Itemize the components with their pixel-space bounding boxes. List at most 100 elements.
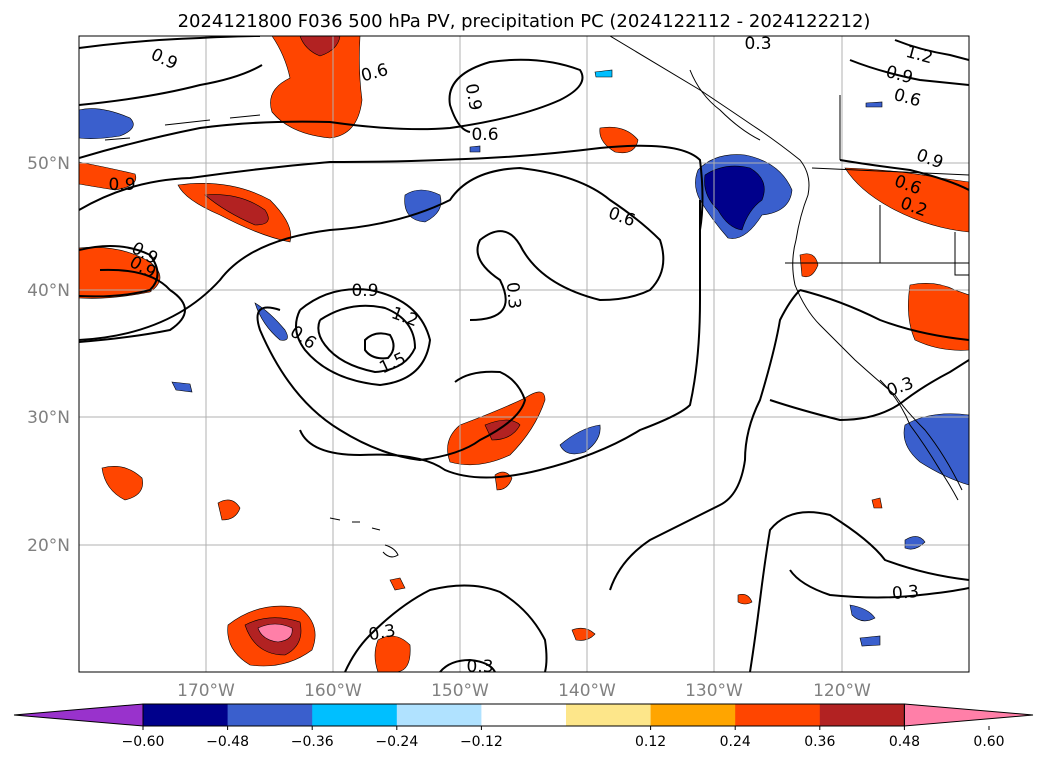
contour-line (439, 658, 496, 672)
contour-line (79, 245, 159, 298)
lat-label-20n: 20°N (27, 536, 70, 556)
colorbar-tick-label: 0.24 (720, 734, 751, 750)
colorbar-bin (735, 704, 821, 726)
precip-negative-area (469, 145, 481, 153)
contour-label: 0.6 (471, 125, 498, 145)
border-us-canada (811, 167, 969, 176)
colorbar-tick-label: 0.60 (973, 734, 1004, 750)
contour-line (799, 289, 969, 341)
coastline-bc-islands (689, 69, 761, 141)
lat-label-30n: 30°N (27, 408, 70, 428)
coastline-west-us (792, 194, 963, 491)
contour-label: 0.3 (367, 621, 397, 645)
colorbar-tick-label: 0.12 (635, 734, 666, 750)
colorbar-bin (227, 704, 313, 726)
contour-label: 0.3 (502, 281, 524, 310)
precip-positive-area (374, 635, 411, 672)
graticule (79, 36, 969, 672)
precip-negative-area (849, 604, 876, 622)
precip-negative-area (903, 413, 969, 486)
precip-positive-area (389, 577, 406, 591)
contour-line (609, 289, 801, 591)
lon-label-150w: 150°W (431, 681, 489, 701)
precip-negative-area (594, 69, 613, 78)
contour-line (839, 159, 969, 191)
precip-positive-area (571, 627, 596, 641)
precip-strong-area (299, 36, 341, 57)
precip-negative-area (559, 424, 601, 455)
contour-line (79, 144, 704, 231)
precipitation-fill-layer (79, 36, 969, 672)
contour-line (894, 39, 969, 61)
colorbar-tick-label: 0.36 (804, 734, 835, 750)
contour-label: 0.9 (351, 281, 378, 301)
precip-strong-negative-area (704, 165, 765, 231)
precip-positive-area (871, 497, 883, 509)
colorbar-bin (819, 704, 905, 726)
lon-label-140w: 140°W (558, 681, 616, 701)
map-background (79, 36, 969, 672)
map-frame (78, 35, 970, 673)
precip-positive-area (101, 466, 143, 501)
contour-label: 0.9 (461, 82, 485, 112)
contour-line (789, 569, 969, 599)
precip-negative-area (171, 381, 193, 393)
contour-line (79, 58, 584, 159)
contour-line (749, 511, 969, 672)
latitude-labels: 50°N 40°N 30°N 20°N (27, 154, 70, 556)
contour-line (79, 64, 263, 106)
coastline-alaska (609, 36, 810, 196)
colorbar: −0.60 −0.48 −0.36 −0.24 −0.12 0.12 0.24 0.36 0.4… (13, 703, 1034, 750)
contour-label: 0.3 (744, 34, 771, 54)
colorbar-frame (142, 703, 905, 727)
contour-line (256, 306, 527, 462)
colorbar-tick-label: −0.48 (206, 734, 249, 750)
lon-label-160w: 160°W (304, 681, 362, 701)
contour-line (849, 59, 969, 86)
contour-line (79, 166, 665, 341)
colorbar-tick-label: −0.12 (460, 734, 503, 750)
precip-positive-area (737, 594, 753, 605)
lon-label-120w: 120°W (813, 681, 871, 701)
colorbar-bin (312, 704, 398, 726)
contour-label: 0.3 (891, 582, 920, 604)
map-title: 2024121800 F036 500 hPa PV, precipitatio… (178, 11, 871, 32)
contour-line (364, 332, 395, 360)
precip-positive-area (79, 161, 137, 191)
lon-label-170w: 170°W (177, 681, 235, 701)
border-states (785, 95, 969, 276)
colorbar-tick-label: −0.36 (291, 734, 334, 750)
precip-strong-area (204, 194, 269, 226)
coastline-baja (879, 379, 959, 501)
contour-label: 0.9 (108, 175, 135, 195)
lat-label-50n: 50°N (27, 154, 70, 174)
colorbar-tick-label: 0.48 (889, 734, 920, 750)
contour-line (769, 359, 969, 422)
contour-line (299, 200, 702, 479)
pv-contours (79, 36, 969, 672)
precip-positive-area (908, 283, 969, 351)
precip-positive-area (217, 499, 241, 521)
precip-negative-area (904, 536, 926, 550)
colorbar-bin (143, 704, 229, 726)
precip-extreme-area (257, 623, 293, 643)
colorbar-tick-label: −0.24 (375, 734, 418, 750)
precip-negative-area (79, 108, 134, 139)
precip-negative-area (254, 302, 288, 341)
colorbar-bin (650, 704, 736, 726)
colorbar-bin (396, 704, 482, 726)
colorbar-bin (566, 704, 652, 726)
precip-positive-area (79, 247, 161, 299)
contour-line (295, 288, 432, 387)
colorbar-tick-label: −0.60 (122, 734, 165, 750)
contour-line (79, 268, 186, 343)
precip-negative-area (865, 101, 883, 108)
precip-strong-area (484, 419, 521, 441)
precip-negative-area (859, 635, 881, 647)
map-panel: 0.9 0.6 0.3 1.2 0.9 0.6 0.9 0.6 0.6 0.9 … (27, 34, 970, 701)
colorbar-extend-max (903, 703, 1034, 727)
coastlines (104, 36, 969, 558)
lon-label-130w: 130°W (685, 681, 743, 701)
colorbar-extend-min (13, 703, 144, 727)
